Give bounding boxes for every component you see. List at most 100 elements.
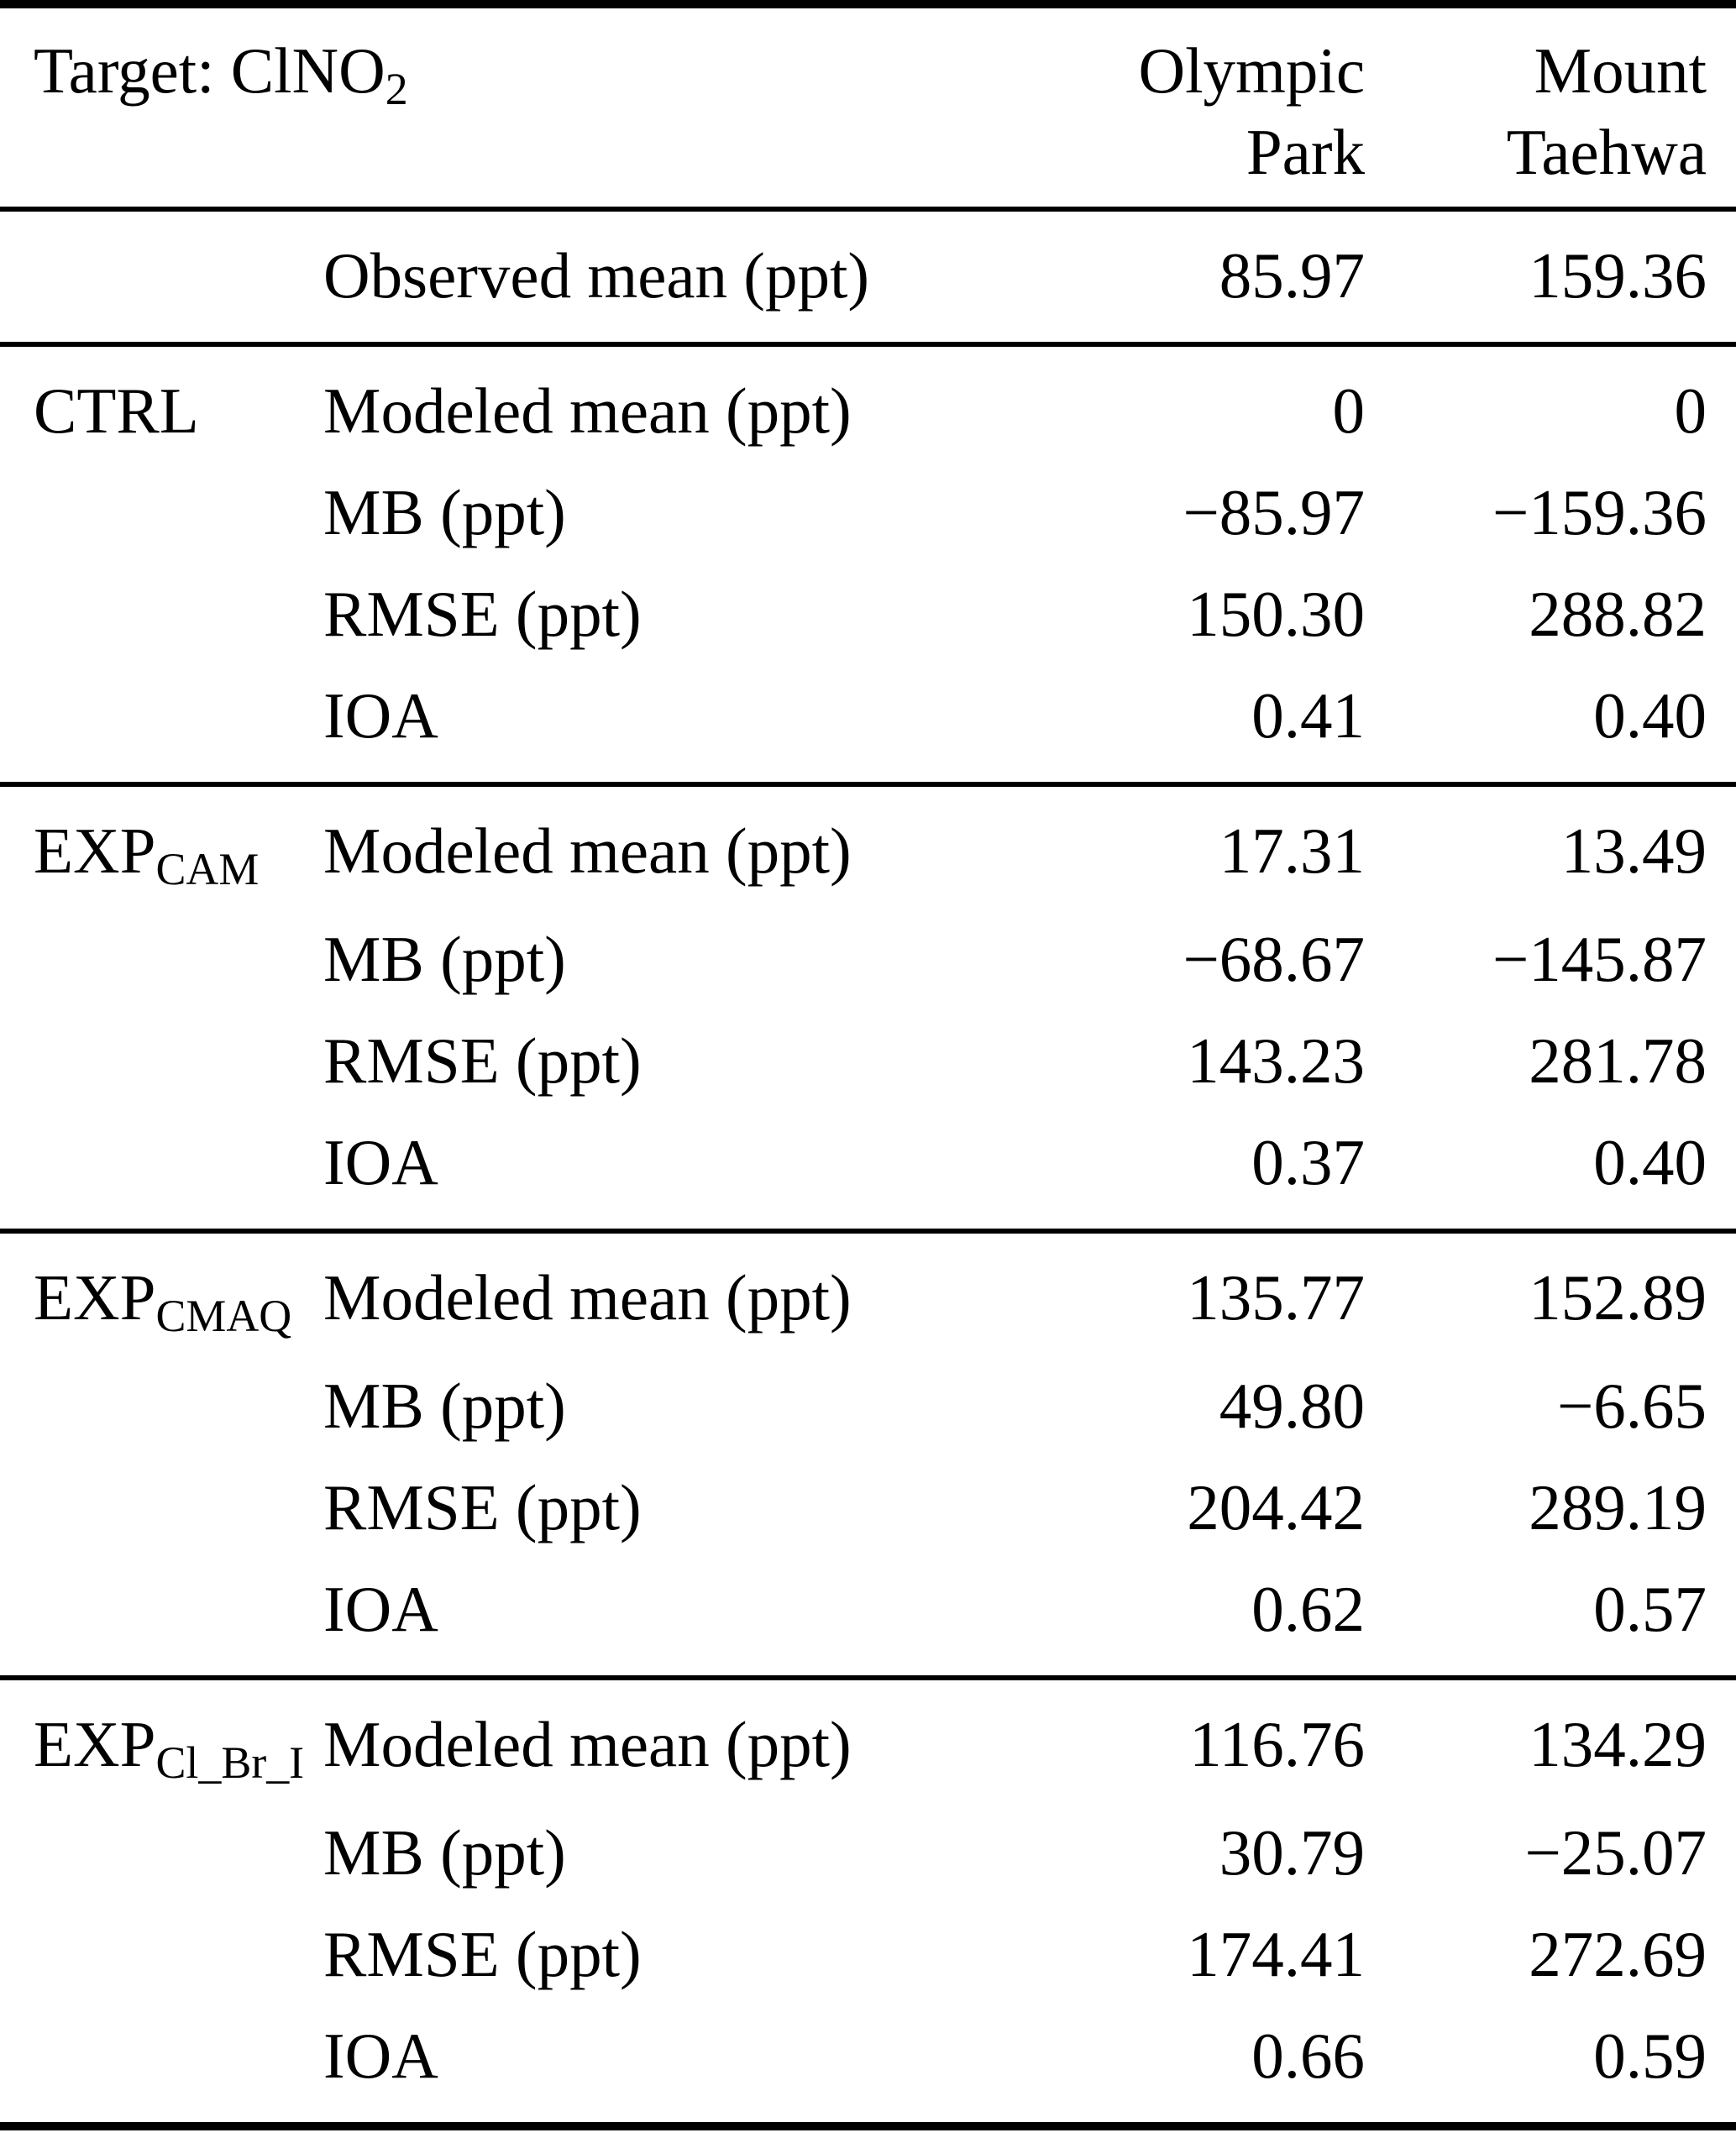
section-ctrl: CTRL Modeled mean (ppt) 0 0 MB (ppt) −85.97 −1… [0,344,1736,785]
column-header-label: Olympic Park [1138,34,1365,189]
table-row: EXPCl_Br_I Modeled mean (ppt) 116.76 134.29 [0,1678,1736,1802]
experiment-name-main: EXP [34,815,156,888]
value-mount-taehwa: 13.49 [1560,815,1707,888]
table-row: IOA 0.37 0.40 [0,1112,1736,1231]
experiment-name-spacer [0,1904,323,2005]
table-row: MB (ppt) −68.67 −145.87 [0,909,1736,1010]
target-title-subscript: 2 [385,64,408,114]
experiment-name-spacer [0,1559,323,1678]
value-mount-taehwa: 0.40 [1593,1126,1707,1199]
experiment-name: EXPCl_Br_I [0,1678,323,1802]
experiment-name-main: EXP [34,1708,156,1781]
value-olympic-park: 174.41 [1187,1917,1365,1990]
experiment-name: EXPCMAQ [0,1231,323,1355]
value-olympic-park: 116.76 [1189,1708,1365,1781]
experiment-name-subscript: CMAQ [155,1291,292,1342]
experiment-name: EXPCAM [0,784,323,909]
column-header-mount-taehwa: Mount Taehwa [1365,8,1736,209]
metric-label: MB (ppt) [323,923,566,996]
value-mount-taehwa: 152.89 [1529,1261,1707,1334]
experiment-name-spacer [0,1112,323,1231]
table-row: RMSE (ppt) 174.41 272.69 [0,1904,1736,2005]
experiment-name-spacer [0,665,323,784]
value-olympic-park: 49.80 [1219,1370,1365,1442]
metric-label: MB (ppt) [323,476,566,549]
metric-label: IOA [323,2020,438,2092]
table-row: RMSE (ppt) 150.30 288.82 [0,563,1736,665]
experiment-name-subscript: CAM [155,844,260,895]
table-row: RMSE (ppt) 143.23 281.78 [0,1010,1736,1112]
metric-label: Modeled mean (ppt) [323,375,852,448]
metric-label: Modeled mean (ppt) [323,1708,852,1781]
value-olympic-park: 204.42 [1187,1471,1365,1544]
value-olympic-park: −68.67 [1183,923,1365,996]
metric-label: RMSE (ppt) [323,578,642,651]
experiment-name-spacer [0,2005,323,2122]
table-row: IOA 0.62 0.57 [0,1559,1736,1678]
statistics-table: Target: ClNO2 Olympic Park Mount Taehwa … [0,8,1736,2122]
value-olympic-park: 0.62 [1251,1573,1365,1646]
table-row: EXPCMAQ Modeled mean (ppt) 135.77 152.89 [0,1231,1736,1355]
metric-label: RMSE (ppt) [323,1024,642,1098]
metric-label: RMSE (ppt) [323,1917,642,1990]
value-mount-taehwa: 0.57 [1593,1573,1707,1646]
table-row: EXPCAM Modeled mean (ppt) 17.31 13.49 [0,784,1736,909]
table-row: RMSE (ppt) 204.42 289.19 [0,1457,1736,1559]
value-olympic-park: 143.23 [1187,1024,1365,1098]
experiment-name: CTRL [0,344,323,462]
metric-label: Modeled mean (ppt) [323,1261,852,1334]
value-olympic-park: −85.97 [1183,476,1365,549]
value-mount-taehwa: −145.87 [1492,923,1707,996]
experiment-name-main: EXP [34,1261,156,1334]
value-mount-taehwa: 134.29 [1529,1708,1707,1781]
column-header-label: Mount Taehwa [1506,34,1707,189]
metric-label: IOA [323,1126,438,1199]
value-mount-taehwa: 0.40 [1593,679,1707,752]
experiment-name-spacer [0,563,323,665]
header-row: Target: ClNO2 Olympic Park Mount Taehwa [0,8,1736,209]
experiment-name-spacer [0,1457,323,1559]
section-exp-cam: EXPCAM Modeled mean (ppt) 17.31 13.49 MB (pp… [0,784,1736,1232]
experiment-name-spacer [0,909,323,1010]
experiment-name-spacer [0,1010,323,1112]
table-row: IOA 0.41 0.40 [0,665,1736,784]
metric-label: Modeled mean (ppt) [323,815,852,888]
metric-label: MB (ppt) [323,1816,566,1889]
value-mount-taehwa: 0.59 [1593,2020,1707,2092]
value-olympic-park: 150.30 [1187,578,1365,651]
value-mount-taehwa: 288.82 [1529,578,1707,651]
value-olympic-park: 0.41 [1251,679,1365,752]
table-row: MB (ppt) 49.80 −6.65 [0,1355,1736,1457]
experiment-name-subscript: Cl_Br_I [155,1737,305,1789]
column-header-olympic-park: Olympic Park [903,8,1365,209]
target-title-cell: Target: ClNO2 [0,8,903,209]
metric-label: RMSE (ppt) [323,1471,642,1544]
target-title: Target: ClNO [34,34,385,107]
experiment-name-spacer [0,462,323,563]
table-row: MB (ppt) −85.97 −159.36 [0,462,1736,563]
metric-label: IOA [323,1573,438,1646]
metric-label: Observed mean (ppt) [323,239,869,312]
observed-mean-section: Observed mean (ppt) 85.97 159.36 [0,209,1736,345]
value-olympic-park: 30.79 [1219,1816,1365,1889]
value-mount-taehwa: 0 [1674,375,1707,448]
table-row: IOA 0.66 0.59 [0,2005,1736,2122]
table-row: MB (ppt) 30.79 −25.07 [0,1802,1736,1904]
value-olympic-park: 17.31 [1219,815,1365,888]
value-mount-taehwa: −159.36 [1492,476,1707,549]
value-mount-taehwa: 289.19 [1529,1471,1707,1544]
section-exp-cmaq: EXPCMAQ Modeled mean (ppt) 135.77 152.89 MB … [0,1231,1736,1679]
metric-label: IOA [323,679,438,752]
value-olympic-park: 135.77 [1187,1261,1365,1334]
table-row: Observed mean (ppt) 85.97 159.36 [0,209,1736,344]
experiment-name-spacer [0,1802,323,1904]
experiment-name-main: CTRL [34,375,199,448]
value-mount-taehwa: 159.36 [1529,239,1707,312]
section-exp-cl-br-i: EXPCl_Br_I Modeled mean (ppt) 116.76 134.29… [0,1678,1736,2122]
value-olympic-park: 0 [1332,375,1366,448]
value-mount-taehwa: 281.78 [1529,1024,1707,1098]
value-mount-taehwa: 272.69 [1529,1917,1707,1990]
value-olympic-park: 85.97 [1219,239,1365,312]
value-mount-taehwa: −25.07 [1524,1816,1707,1889]
